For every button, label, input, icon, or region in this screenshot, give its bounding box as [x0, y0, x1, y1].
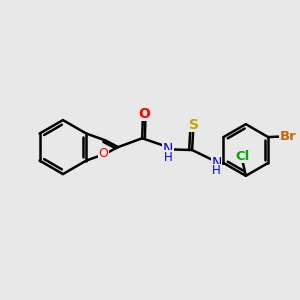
Text: H: H — [164, 151, 172, 164]
Text: Br: Br — [279, 130, 296, 143]
Text: N: N — [212, 156, 222, 170]
Text: O: O — [98, 147, 108, 160]
Text: H: H — [212, 164, 221, 177]
Text: O: O — [138, 106, 150, 121]
Text: Cl: Cl — [235, 150, 249, 163]
Text: S: S — [189, 118, 199, 132]
Text: N: N — [163, 142, 173, 156]
